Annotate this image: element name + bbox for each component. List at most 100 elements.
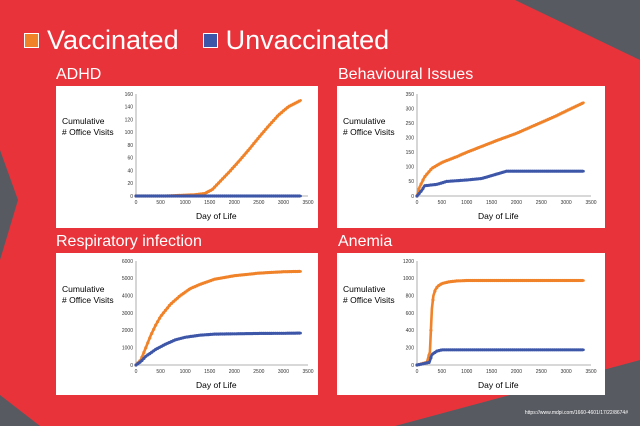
series-unvaccinated <box>134 194 302 198</box>
y-tick-label: 0 <box>411 363 414 369</box>
data-point-vaccinated <box>270 121 274 125</box>
y-tick-label: 60 <box>127 156 133 162</box>
data-point-vaccinated <box>297 269 301 273</box>
x-tick-label: 0 <box>135 369 138 375</box>
x-tick-label: 3500 <box>585 369 596 375</box>
data-point-vaccinated <box>218 179 223 183</box>
data-point-vaccinated <box>431 298 435 302</box>
series-vaccinated <box>134 99 302 198</box>
y-axis-label-line-1: # Office Visits <box>62 127 114 137</box>
chart-svg-adhd: 0 20 40 60 80 100 120 140 160 0 500 1000 1500 2000 250… <box>125 92 314 206</box>
data-point-vaccinated <box>256 137 260 141</box>
y-tick-label: 800 <box>406 293 415 299</box>
x-tick-label: 2500 <box>536 200 547 206</box>
data-point-unvaccinated <box>580 169 584 173</box>
data-point-vaccinated <box>167 303 171 308</box>
data-point-vaccinated <box>275 114 280 118</box>
data-point-vaccinated <box>423 174 427 179</box>
x-tick-label: 1500 <box>204 200 215 206</box>
data-point-vaccinated <box>213 185 217 189</box>
y-tick-label: 4000 <box>122 293 133 299</box>
data-point-unvaccinated <box>427 360 431 365</box>
y-tick-label: 1000 <box>122 345 133 351</box>
x-tick-label: 2000 <box>511 200 522 206</box>
data-point-vaccinated <box>252 141 256 145</box>
y-axis-label-line-0: Cumulative <box>62 284 105 294</box>
x-tick-label: 500 <box>156 200 165 206</box>
y-tick-label: 0 <box>411 194 414 200</box>
data-point-vaccinated <box>228 169 232 173</box>
x-tick-label: 1500 <box>204 369 215 375</box>
panel-title-anemia: Anemia <box>338 233 393 250</box>
y-axis-label-line-0: Cumulative <box>343 284 386 294</box>
legend-item-vaccinated: Vaccinated <box>24 25 179 56</box>
x-tick-label: 500 <box>156 369 165 375</box>
data-point-vaccinated <box>146 341 150 345</box>
panel-title-behavioural: Behavioural Issues <box>338 66 474 83</box>
x-tick-label: 3000 <box>278 369 289 375</box>
data-point-unvaccinated <box>142 356 146 360</box>
chart-panel-anemia: Cumulative # Office Visits Day of Life 0 200… <box>337 253 605 395</box>
y-tick-label: 3000 <box>122 311 133 317</box>
y-tick-label: 40 <box>127 168 133 174</box>
y-axis-label: Cumulative # Office Visits <box>62 116 114 138</box>
x-tick-label: 3500 <box>302 200 313 206</box>
x-tick-label: 2500 <box>253 200 264 206</box>
y-axis-label: Cumulative # Office Visits <box>62 284 114 306</box>
data-point-vaccinated <box>244 151 248 155</box>
legend-swatch-unvaccinated <box>202 32 218 48</box>
x-tick-label: 2500 <box>536 369 547 375</box>
x-tick-label: 0 <box>416 200 419 206</box>
data-point-vaccinated <box>142 350 146 355</box>
series-vaccinated <box>415 101 585 198</box>
data-point-vaccinated <box>274 116 278 120</box>
y-tick-label: 1000 <box>403 276 414 282</box>
legend-item-unvaccinated: Unvaccinated <box>202 25 389 56</box>
x-tick-label: 500 <box>438 200 447 206</box>
data-point-vaccinated <box>580 101 584 105</box>
series-unvaccinated <box>134 331 302 367</box>
data-point-unvaccinated <box>140 358 144 363</box>
data-point-vaccinated <box>165 306 170 310</box>
y-axis-label: Cumulative # Office Visits <box>343 284 395 306</box>
y-tick-label: 20 <box>127 181 133 187</box>
background-gray-shape-right <box>395 0 640 426</box>
series-unvaccinated <box>415 169 585 198</box>
data-point-vaccinated <box>266 125 270 129</box>
data-point-vaccinated <box>150 331 154 336</box>
data-point-unvaccinated <box>429 356 433 360</box>
x-axis-label: Day of Life <box>478 380 519 390</box>
y-tick-label: 160 <box>125 92 134 98</box>
data-point-vaccinated <box>258 134 262 138</box>
y-tick-label: 140 <box>125 105 134 111</box>
x-tick-label: 500 <box>438 369 447 375</box>
data-point-vaccinated <box>230 166 234 171</box>
y-tick-label: 80 <box>127 143 133 149</box>
y-tick-label: 200 <box>406 136 415 142</box>
y-tick-label: 0 <box>130 363 133 369</box>
y-axis-label-line-1: # Office Visits <box>62 295 114 305</box>
data-point-vaccinated <box>222 175 227 179</box>
panel-title-respiratory: Respiratory infection <box>56 233 202 250</box>
data-point-vaccinated <box>419 182 423 186</box>
y-axis-label-line-1: # Office Visits <box>343 127 395 137</box>
data-point-vaccinated <box>417 187 421 191</box>
data-point-vaccinated <box>427 353 431 358</box>
chart-svg-respiratory: 0 1000 2000 3000 4000 5000 6000 0 500 1000 1500 200… <box>122 259 314 375</box>
data-point-vaccinated <box>248 146 252 150</box>
data-point-unvaccinated <box>297 194 301 198</box>
data-point-vaccinated <box>429 328 433 332</box>
data-point-vaccinated <box>224 173 228 177</box>
data-point-vaccinated <box>217 181 221 185</box>
data-point-vaccinated <box>160 313 164 317</box>
data-point-vaccinated <box>262 130 266 134</box>
data-point-vaccinated <box>297 99 301 103</box>
data-point-vaccinated <box>580 278 584 283</box>
data-point-unvaccinated <box>419 189 423 193</box>
y-tick-label: 300 <box>406 106 415 112</box>
y-tick-label: 5000 <box>122 276 133 282</box>
x-tick-label: 3000 <box>561 369 572 375</box>
y-tick-label: 150 <box>406 150 415 156</box>
